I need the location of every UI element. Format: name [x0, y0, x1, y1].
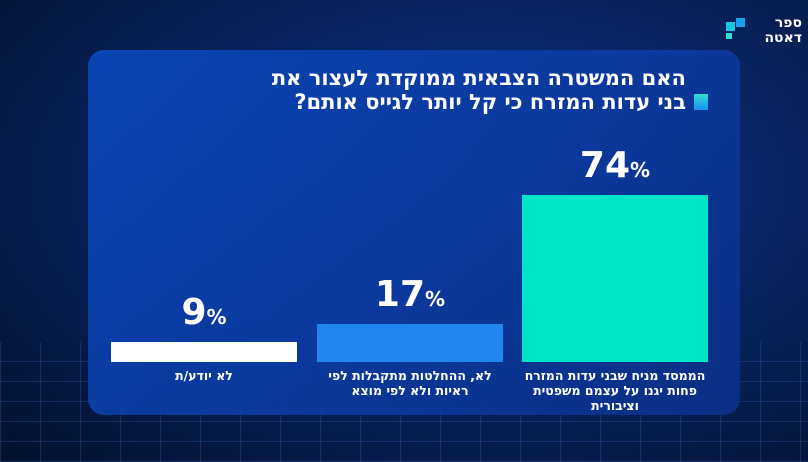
category-label: לא, ההחלטות מתקבלות לפי ראיות ולא לפי מו… — [328, 368, 492, 398]
bar — [111, 341, 297, 362]
data-label: 74% — [579, 145, 651, 186]
category-label: הממסד מניח שבני עדות המזרח פחות יגנו על … — [524, 368, 706, 413]
logo-line-1: ספר — [774, 15, 802, 31]
data-label: 9% — [181, 291, 227, 333]
bar — [317, 323, 503, 362]
logo-mark-square — [736, 18, 745, 27]
chart-title: האם המשטרה הצבאית ממוקדת לעצור את בני עד… — [266, 66, 708, 114]
logo-line-2: דאטה — [764, 30, 802, 46]
logo-text: ספר דאטה — [746, 16, 802, 46]
logo: ספר דאטה — [722, 16, 802, 48]
logo-mark — [726, 22, 735, 31]
data-label: 17% — [374, 273, 446, 315]
bar — [522, 195, 708, 362]
chart-title-text: האם המשטרה הצבאית ממוקדת לעצור את בני עד… — [271, 66, 686, 114]
logo-mark-square — [726, 33, 732, 39]
category-label: לא יודע/ת — [175, 368, 233, 383]
title-bullet-icon — [694, 94, 708, 110]
